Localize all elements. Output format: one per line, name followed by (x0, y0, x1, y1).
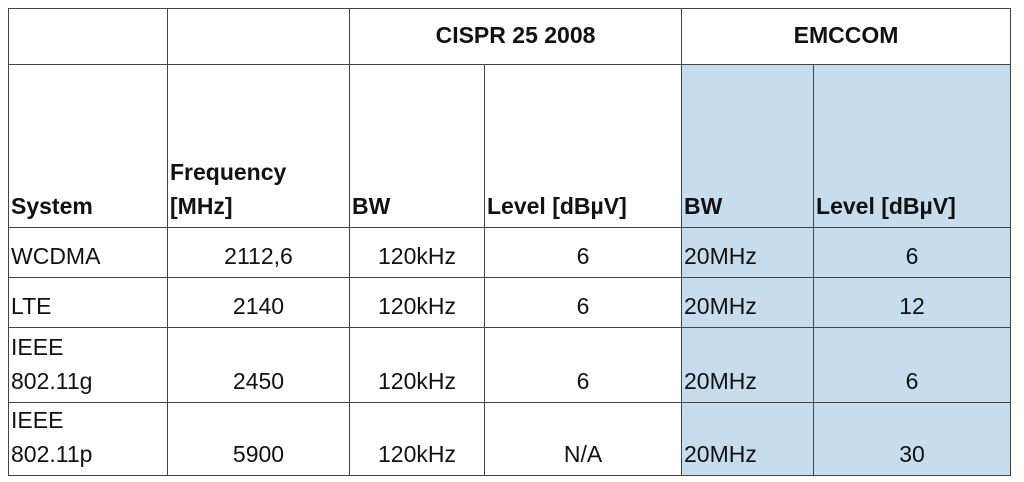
cell-text: 2450 (232, 368, 285, 394)
table-row: LTE 2140 120kHz 6 20MHz 12 (8, 277, 1012, 328)
cell-text: 2112,6 (224, 243, 293, 269)
table-cell: 6 (483, 327, 683, 403)
table-cell: 120kHz (349, 227, 485, 278)
table-cell: N/A (483, 402, 683, 476)
table-cell: 20MHz (681, 402, 815, 476)
header-row: System Frequency [MHz] BW Level [dBµV] BW Lev… (8, 64, 1012, 228)
cell-text: 6 (905, 243, 919, 269)
group-header-cell (8, 8, 168, 65)
cell-text: IEEE 802.11g (11, 334, 93, 394)
header-cell: Level [dBµV] (483, 64, 683, 228)
cell-text: LTE (11, 293, 52, 319)
cell-text: 120kHz (378, 243, 456, 269)
cell-text: 120kHz (378, 368, 456, 394)
cell-text: 12 (899, 293, 925, 319)
group-header-cell: CISPR 25 2008 (348, 8, 683, 65)
table-cell: 120kHz (349, 327, 485, 403)
table-cell: 6 (813, 327, 1012, 403)
table-cell: IEEE 802.11g (8, 327, 168, 403)
cell-text: 20MHz (684, 293, 757, 319)
cell-text: 6 (905, 368, 919, 394)
table-cell: 120kHz (349, 277, 485, 328)
cell-text: 6 (576, 293, 590, 319)
table-cell: 20MHz (681, 277, 815, 328)
cell-text: IEEE 802.11p (11, 407, 93, 467)
header-cell: Frequency [MHz] (167, 64, 350, 228)
header-cell: System (8, 64, 168, 228)
cell-text: 6 (576, 368, 590, 394)
header-cell: BW (349, 64, 485, 228)
table-cell: IEEE 802.11p (8, 402, 168, 476)
header-cell: BW (681, 64, 815, 228)
table-row: IEEE 802.11g 2450 120kHz 6 20MHz 6 (8, 327, 1012, 403)
table-cell: 2450 (167, 327, 350, 403)
cell-text: N/A (563, 441, 603, 467)
data-table: CISPR 25 2008 EMCCOM System Frequency [MHz]… (8, 8, 1012, 476)
cell-text: 2140 (232, 293, 285, 319)
table-cell: 6 (483, 277, 683, 328)
group-header-row: CISPR 25 2008 EMCCOM (8, 8, 1012, 65)
table-cell: WCDMA (8, 227, 168, 278)
table-cell: 20MHz (681, 327, 815, 403)
cell-text: 20MHz (684, 243, 757, 269)
table-body: CISPR 25 2008 EMCCOM System Frequency [MHz]… (8, 8, 1012, 476)
table-cell: 2112,6 (167, 227, 350, 278)
group-header-cell (167, 8, 350, 65)
cell-text: 20MHz (684, 441, 757, 467)
table-cell: 6 (813, 227, 1012, 278)
table-cell: 120kHz (349, 402, 485, 476)
cell-text: 6 (576, 243, 590, 269)
table-cell: 30 (813, 402, 1012, 476)
table-cell: 5900 (167, 402, 350, 476)
table-cell: 6 (483, 227, 683, 278)
cell-text: WCDMA (11, 243, 101, 269)
cell-text: 120kHz (378, 293, 456, 319)
cell-text: 20MHz (684, 368, 757, 394)
table-cell: 20MHz (681, 227, 815, 278)
table-cell: LTE (8, 277, 168, 328)
table-cell: 2140 (167, 277, 350, 328)
cell-text: 5900 (232, 441, 285, 467)
table-cell: 12 (813, 277, 1012, 328)
cell-text: 30 (899, 441, 925, 467)
cell-text: 120kHz (378, 441, 456, 467)
table-row: WCDMA 2112,6 120kHz 6 20MHz 6 (8, 227, 1012, 278)
header-cell: Level [dBµV] (813, 64, 1012, 228)
group-header-cell: EMCCOM (681, 8, 1012, 65)
table-row: IEEE 802.11p 5900 120kHz N/A 20MHz 30 (8, 402, 1012, 476)
